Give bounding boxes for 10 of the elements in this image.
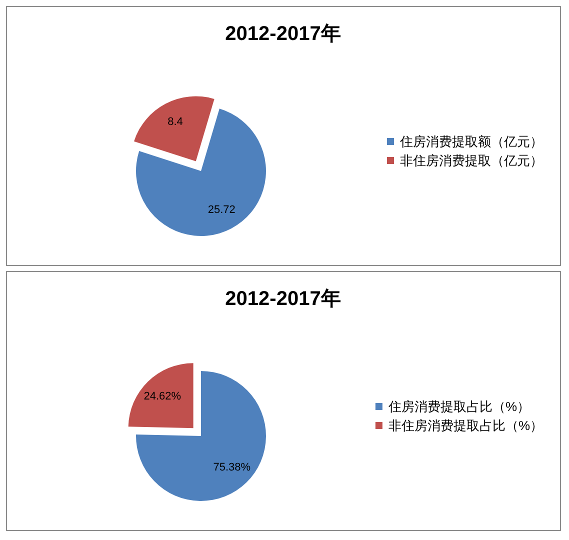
legend-label: 非住房消费提取（亿元）	[400, 153, 543, 168]
data-label: 75.38%	[213, 462, 251, 474]
chart-title: 2012-2017年	[225, 23, 341, 45]
data-label: 8.4	[168, 116, 183, 128]
legend-label: 住房消费提取占比（%）	[388, 399, 530, 414]
legend-label: 住房消费提取额（亿元）	[400, 134, 543, 149]
data-label: 24.62%	[144, 390, 182, 402]
chart-title: 2012-2017年	[225, 288, 341, 310]
data-label: 25.72	[208, 204, 236, 216]
legend-label: 非住房消费提取占比（%）	[388, 418, 543, 433]
